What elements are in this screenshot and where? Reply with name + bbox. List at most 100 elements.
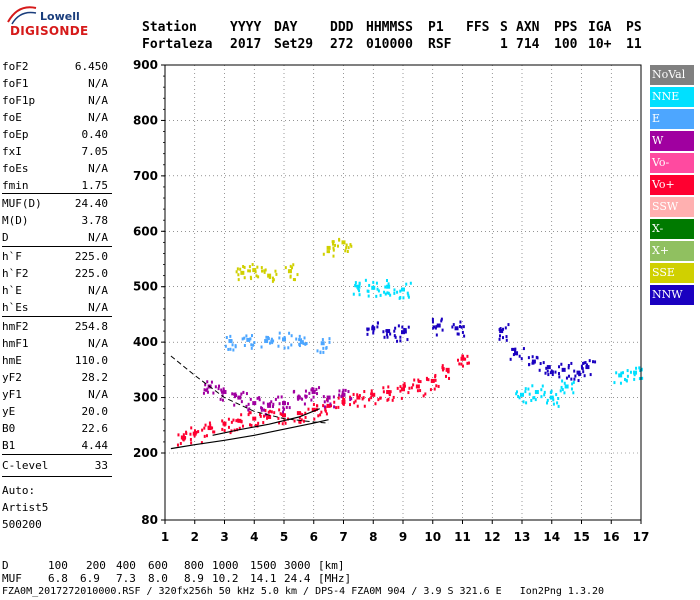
param-value: N/A: [88, 231, 108, 244]
echo-mark: [544, 371, 547, 375]
echo-mark: [416, 389, 419, 393]
distance-value: 400: [116, 559, 136, 572]
header-value-ddd: 272: [330, 37, 354, 52]
echo-mark: [283, 407, 286, 411]
footer-info: FZA0M_2017272010000.RSF / 320fx256h 50 k…: [2, 586, 605, 597]
echo-mark: [201, 428, 204, 432]
echo-mark: [206, 380, 209, 384]
echo-mark: [289, 274, 292, 278]
echo-mark: [515, 390, 518, 394]
echo-mark: [429, 388, 432, 392]
echo-mark: [546, 401, 549, 405]
param-row: foE N/A: [2, 111, 108, 127]
param-row: h`F2 225.0: [2, 267, 108, 283]
echo-mark: [263, 270, 266, 274]
echo-mark: [366, 332, 369, 336]
echo-point: [371, 392, 376, 397]
echo-mark: [231, 343, 234, 347]
echo-mark: [206, 390, 209, 394]
echo-mark: [255, 274, 258, 278]
echo-point: [252, 416, 257, 421]
echo-mark: [457, 332, 460, 336]
echo-mark: [301, 413, 304, 417]
y-tick-label: 200: [133, 446, 158, 460]
echo-mark: [368, 283, 371, 287]
echo-mark: [623, 377, 626, 381]
param-value: N/A: [88, 111, 108, 124]
echo-mark: [419, 389, 422, 393]
profile-dashed-line: [170, 355, 329, 424]
echo-mark: [387, 397, 390, 401]
echo-mark: [641, 376, 644, 380]
echo-mark: [312, 395, 315, 399]
echo-mark: [638, 377, 641, 381]
echo-mark: [572, 380, 575, 384]
echo-mark: [386, 335, 389, 339]
echo-mark: [341, 390, 344, 394]
echo-mark: [619, 381, 622, 385]
echo-mark: [579, 372, 582, 376]
echo-mark: [183, 437, 186, 441]
echo-mark: [425, 376, 428, 380]
echo-mark: [349, 403, 352, 407]
echo-mark: [460, 325, 463, 329]
echo-mark: [358, 281, 361, 285]
echo-mark: [278, 421, 281, 425]
echo-mark: [260, 345, 263, 349]
echo-point: [436, 323, 441, 328]
x-tick-label: 12: [484, 530, 501, 544]
echo-mark: [589, 373, 592, 377]
echo-mark: [277, 395, 280, 399]
distance-value: 100: [48, 559, 68, 572]
echo-mark: [264, 268, 267, 272]
param-row: hmF2 254.8: [2, 320, 108, 336]
echo-mark: [524, 387, 527, 391]
echo-mark: [331, 240, 334, 244]
param-row: foEs N/A: [2, 162, 108, 178]
x-tick-label: 3: [220, 530, 228, 544]
echo-mark: [638, 366, 641, 370]
echo-mark: [571, 382, 574, 386]
echo-mark: [554, 370, 557, 374]
echo-mark: [402, 383, 405, 387]
echo-mark: [212, 430, 215, 434]
echo-mark: [301, 397, 304, 401]
echo-mark: [435, 333, 438, 337]
echo-mark: [248, 407, 251, 411]
echo-mark: [433, 387, 436, 391]
param-row: yF2 28.2: [2, 371, 108, 387]
echo-mark: [385, 329, 388, 333]
x-tick-label: 7: [339, 530, 347, 544]
echo-mark: [531, 384, 534, 388]
echo-mark: [538, 368, 541, 372]
echo-mark: [209, 423, 212, 427]
echo-mark: [350, 397, 353, 401]
echo-mark: [515, 352, 518, 356]
echo-mark: [567, 366, 570, 370]
echo-mark: [207, 425, 210, 429]
echo-mark: [356, 404, 359, 408]
header-value-station: Fortaleza: [142, 37, 213, 52]
param-row: hmF1 N/A: [2, 337, 108, 353]
echo-mark: [581, 367, 584, 371]
param-row: D N/A: [2, 231, 108, 247]
header-value-hhmmss: 010000: [366, 37, 413, 52]
echo-mark: [236, 418, 239, 422]
echo-mark: [539, 362, 542, 366]
echo-mark: [437, 384, 440, 388]
echo-mark: [517, 394, 520, 398]
echo-mark: [396, 339, 399, 343]
echo-mark: [243, 276, 246, 280]
echo-mark: [290, 343, 293, 347]
echo-mark: [565, 376, 568, 380]
echo-mark: [323, 400, 326, 404]
echo-point: [531, 359, 536, 364]
echo-mark: [558, 375, 561, 379]
curve-layer: [170, 355, 329, 450]
echo-mark: [322, 346, 325, 350]
param-value: N/A: [88, 388, 108, 401]
echo-mark: [315, 387, 318, 391]
echo-mark: [540, 388, 543, 392]
digisonde-logo: Lowell DIGISONDE: [2, 2, 124, 46]
echo-mark: [248, 265, 251, 269]
